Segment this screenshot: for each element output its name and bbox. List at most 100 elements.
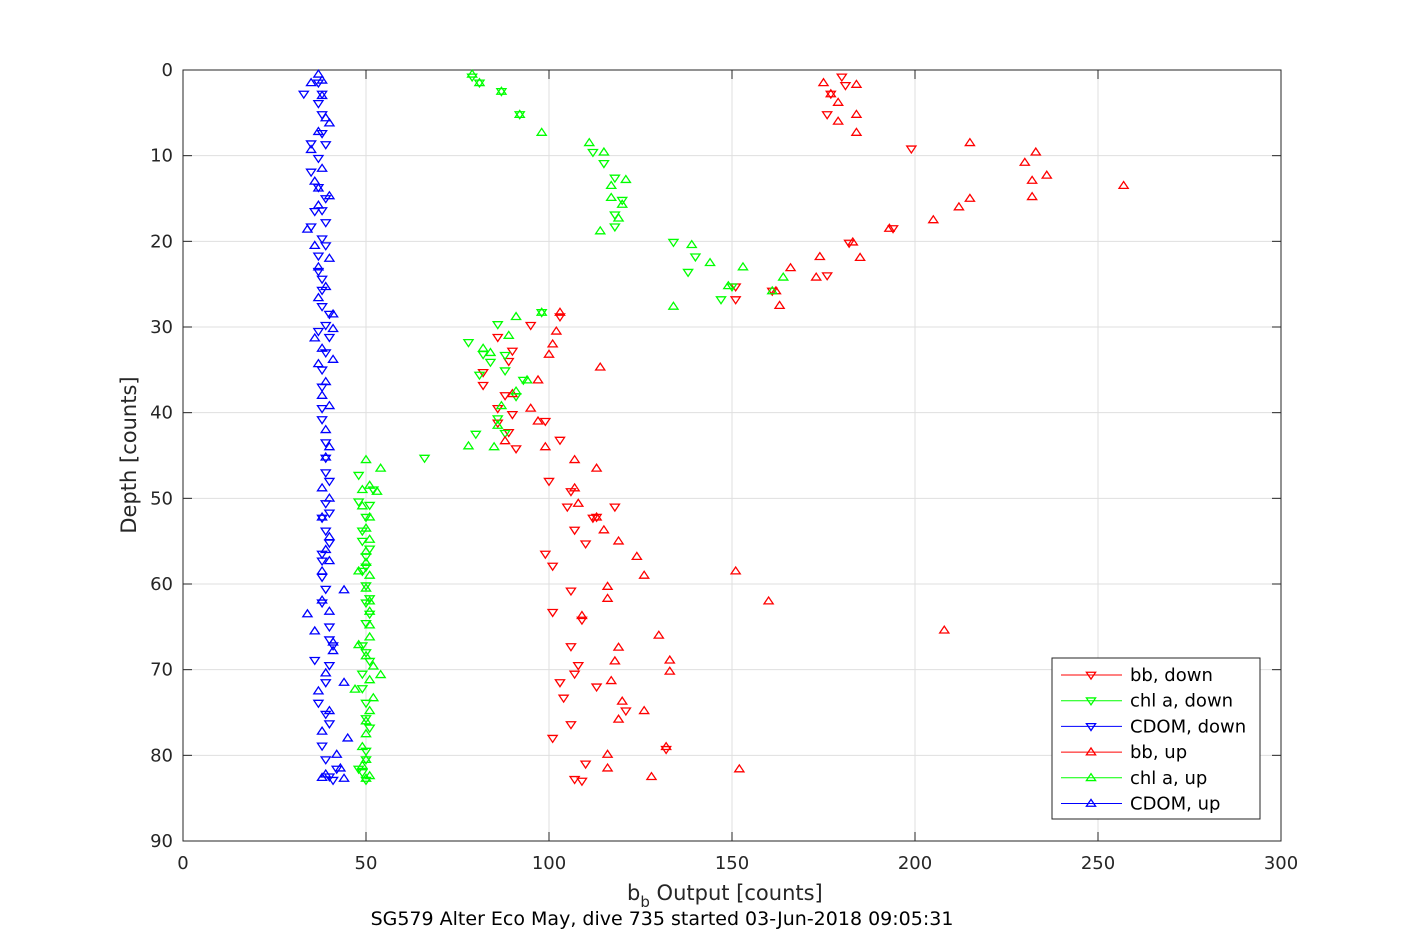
figure-caption: SG579 Alter Eco May, dive 735 started 03… [371,908,954,930]
data-point-marker [360,699,372,709]
data-point-marker [616,199,629,208]
data-point-marker [488,441,500,451]
data-point-marker [363,619,376,629]
data-point-marker [316,594,328,604]
data-point-marker [601,581,614,590]
x-tick-label: 200 [898,853,932,874]
data-point-marker [363,570,376,579]
data-point-marker [312,327,325,337]
series-4 [349,68,790,782]
x-axis-label: bb Output [counts] [627,881,823,911]
data-point-marker [477,343,489,352]
data-point-marker [499,429,511,439]
data-point-marker [360,754,372,764]
data-point-marker [356,769,369,778]
data-point-marker [590,683,603,693]
data-point-marker [766,285,779,295]
data-point-marker [319,281,332,291]
data-point-marker [557,694,570,704]
data-point-marker [363,705,376,715]
data-point-marker [477,381,489,391]
data-point-marker [579,760,592,770]
data-point-marker [491,321,504,330]
legend-entry: bb, up [1130,742,1187,763]
data-point-marker [323,555,336,565]
data-point-marker [352,639,365,649]
data-point-marker [367,692,380,702]
data-point-marker [568,526,581,536]
data-point-marker [367,660,380,670]
series-5 [301,68,354,782]
data-point-marker [835,73,848,83]
legend: bb, down chl a, down CDOM, down bb, up chl a… [1051,657,1261,820]
data-point-marker [305,140,317,149]
data-point-marker [327,354,339,363]
data-point-marker [539,441,552,451]
data-point-marker [663,654,676,664]
data-point-marker [495,86,508,95]
y-tick-label: 70 [150,660,173,681]
data-point-marker [356,484,369,494]
data-point-marker [374,669,387,679]
data-point-marker [535,127,548,136]
data-point-marker [301,224,314,233]
data-point-marker [616,696,629,705]
y-tick-label: 50 [150,488,173,509]
data-point-marker [363,595,376,604]
data-point-marker [418,454,431,464]
data-point-marker [905,145,918,155]
data-point-marker [620,174,632,184]
data-point-marker [846,236,859,246]
data-point-marker [323,477,336,487]
data-point-marker [330,765,343,775]
data-point-marker [667,301,680,310]
data-point-marker [327,642,339,651]
data-point-marker [594,361,607,371]
data-point-marker [810,272,822,281]
data-point-marker [576,610,588,620]
data-point-marker [473,77,486,87]
data-point-marker [319,527,332,537]
data-point-marker [590,511,603,521]
data-point-marker [473,371,486,381]
data-point-marker [843,239,855,249]
data-point-marker [729,296,742,305]
data-point-marker [363,724,376,734]
data-point-marker [374,463,387,472]
data-point-marker [535,309,548,318]
data-point-marker [316,90,328,100]
data-point-marker [312,685,325,695]
data-point-marker [316,390,328,399]
data-point-marker [638,570,650,579]
data-point-marker [766,287,779,297]
data-point-marker [737,261,749,271]
data-point-marker [363,606,376,615]
data-point-marker [319,141,332,150]
data-point-marker [319,219,332,228]
data-point-marker [821,272,833,281]
data-point-marker [524,321,537,331]
data-point-marker [316,565,328,575]
data-point-marker [704,257,716,267]
x-tick-label: 150 [715,853,749,874]
data-point-marker [323,400,336,410]
data-point-marker [319,679,332,688]
data-point-marker [308,176,321,185]
data-point-marker [568,454,581,464]
data-point-marker [550,325,563,335]
data-point-marker [572,498,585,507]
data-point-marker [609,655,621,665]
data-point-marker [323,509,336,519]
data-point-marker [854,252,866,262]
data-point-marker [784,262,797,272]
data-point-marker [510,445,522,454]
data-point-marker [612,714,625,723]
data-point-marker [352,471,365,481]
data-point-marker [601,749,614,758]
legend-marker [1085,671,1097,681]
data-point-marker [773,300,786,309]
data-point-marker [360,523,372,532]
data-point-marker [1018,157,1031,166]
legend-marker [1085,798,1097,807]
